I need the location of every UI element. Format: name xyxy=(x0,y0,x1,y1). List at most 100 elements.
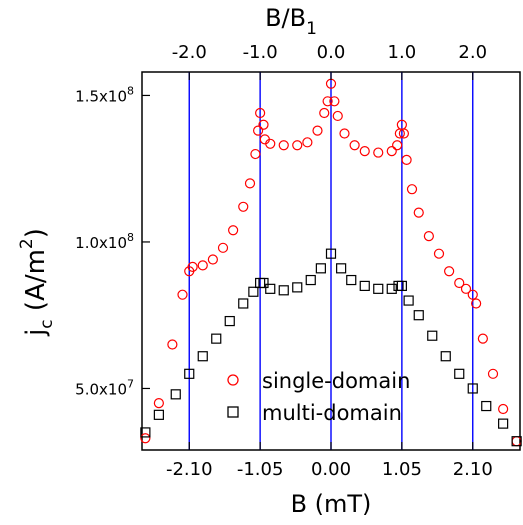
point-multi-domain-25 xyxy=(413,310,424,321)
series-single-domain xyxy=(140,78,522,447)
top-tick-label-0: -2.0 xyxy=(172,42,207,63)
point-single-domain-31 xyxy=(386,146,397,157)
point-single-domain-14 xyxy=(255,107,266,119)
point-multi-domain-29 xyxy=(467,383,478,394)
point-multi-domain-0 xyxy=(140,427,151,438)
point-single-domain-11 xyxy=(244,178,256,189)
top-tick-label-2: 0.0 xyxy=(317,42,346,63)
point-multi-domain-32 xyxy=(511,436,522,447)
point-single-domain-0 xyxy=(140,433,151,444)
point-multi-domain-30 xyxy=(481,400,492,412)
point-multi-domain-13 xyxy=(292,282,303,293)
point-single-domain-20 xyxy=(302,137,313,148)
point-single-domain-25 xyxy=(329,96,340,107)
point-single-domain-32 xyxy=(392,140,403,151)
point-multi-domain-28 xyxy=(454,368,465,379)
point-single-domain-2 xyxy=(167,339,178,350)
legend-label-multi-domain: multi-domain xyxy=(262,401,402,425)
point-multi-domain-20 xyxy=(373,283,384,294)
x-tick-label-4: 2.10 xyxy=(453,459,493,480)
point-multi-domain-31 xyxy=(498,418,509,429)
point-single-domain-26 xyxy=(332,110,343,122)
point-single-domain-30 xyxy=(373,147,384,158)
data-series xyxy=(140,78,522,447)
point-single-domain-15 xyxy=(258,119,269,130)
point-single-domain-39 xyxy=(423,230,434,242)
y-tick-label-0: 5.0x107 xyxy=(75,377,134,398)
point-multi-domain-27 xyxy=(440,351,451,362)
point-single-domain-12 xyxy=(250,148,261,160)
series-multi-domain xyxy=(140,248,522,447)
point-multi-domain-17 xyxy=(336,263,347,274)
point-single-domain-37 xyxy=(406,184,418,195)
x-tick-label-0: -2.10 xyxy=(166,459,213,480)
point-single-domain-1 xyxy=(153,398,164,409)
point-single-domain-9 xyxy=(228,225,239,236)
point-single-domain-5 xyxy=(187,261,198,272)
point-multi-domain-21 xyxy=(386,283,397,294)
y-tick-label-2: 1.5x108 xyxy=(75,84,134,105)
point-single-domain-43 xyxy=(460,283,472,294)
point-single-domain-46 xyxy=(477,333,488,344)
point-multi-domain-10 xyxy=(258,277,269,289)
point-single-domain-23 xyxy=(322,96,333,107)
blue-reference-lines xyxy=(188,72,474,450)
point-single-domain-45 xyxy=(471,298,482,309)
point-single-domain-27 xyxy=(339,128,350,139)
point-multi-domain-1 xyxy=(153,409,164,420)
point-single-domain-7 xyxy=(207,254,218,265)
x-tick-label-1: -1.05 xyxy=(237,459,284,480)
point-single-domain-17 xyxy=(265,138,276,149)
point-single-domain-41 xyxy=(444,266,455,277)
point-single-domain-13 xyxy=(253,125,264,136)
point-multi-domain-26 xyxy=(427,330,438,341)
point-single-domain-36 xyxy=(401,154,412,166)
point-multi-domain-3 xyxy=(184,368,195,379)
point-single-domain-29 xyxy=(359,146,370,157)
point-single-domain-48 xyxy=(498,403,509,415)
legend-marker-multi-domain xyxy=(227,406,239,418)
point-single-domain-40 xyxy=(433,248,445,259)
point-multi-domain-6 xyxy=(224,315,235,327)
point-single-domain-44 xyxy=(467,289,478,300)
point-multi-domain-14 xyxy=(305,274,316,286)
top-axis-title: B/B1 xyxy=(265,4,317,39)
y-tick-label-1: 1.0x108 xyxy=(75,231,134,252)
top-tick-label-1: -1.0 xyxy=(243,42,278,63)
point-single-domain-6 xyxy=(197,260,208,271)
point-multi-domain-4 xyxy=(197,351,208,362)
point-multi-domain-19 xyxy=(359,280,370,292)
point-single-domain-28 xyxy=(349,140,360,151)
bottom-axis-title: B (mT) xyxy=(291,490,372,518)
point-single-domain-10 xyxy=(238,201,249,212)
point-multi-domain-16 xyxy=(325,248,337,259)
top-tick-label-4: 2.0 xyxy=(458,42,487,63)
point-multi-domain-11 xyxy=(265,283,276,294)
top-tick-label-3: 1.0 xyxy=(388,42,417,63)
point-multi-domain-8 xyxy=(248,286,259,297)
point-single-domain-22 xyxy=(319,107,330,119)
point-multi-domain-2 xyxy=(170,389,181,400)
point-single-domain-8 xyxy=(217,242,229,253)
point-single-domain-38 xyxy=(413,207,424,218)
point-multi-domain-5 xyxy=(211,333,222,344)
legend: single-domain multi-domain xyxy=(227,369,410,425)
point-single-domain-19 xyxy=(292,140,303,151)
point-multi-domain-24 xyxy=(403,295,414,306)
point-single-domain-35 xyxy=(398,128,409,139)
legend-label-single-domain: single-domain xyxy=(262,369,410,393)
point-single-domain-42 xyxy=(454,277,465,289)
legend-marker-single-domain xyxy=(227,374,239,386)
point-single-domain-21 xyxy=(312,125,323,136)
y-axis-title: jc (A/m2) xyxy=(17,228,57,337)
point-multi-domain-23 xyxy=(396,280,407,292)
point-multi-domain-7 xyxy=(238,298,249,309)
point-multi-domain-18 xyxy=(346,274,357,286)
point-multi-domain-15 xyxy=(315,263,326,274)
point-multi-domain-12 xyxy=(278,285,289,296)
x-tick-label-2: 0.00 xyxy=(311,459,351,480)
point-single-domain-18 xyxy=(278,140,289,151)
axis-ticks: -2.10 -1.05 0.00 1.05 2.10 -2.0 -1.0 0.0 1.0 2.0 5… xyxy=(75,42,493,480)
point-single-domain-47 xyxy=(487,368,499,379)
